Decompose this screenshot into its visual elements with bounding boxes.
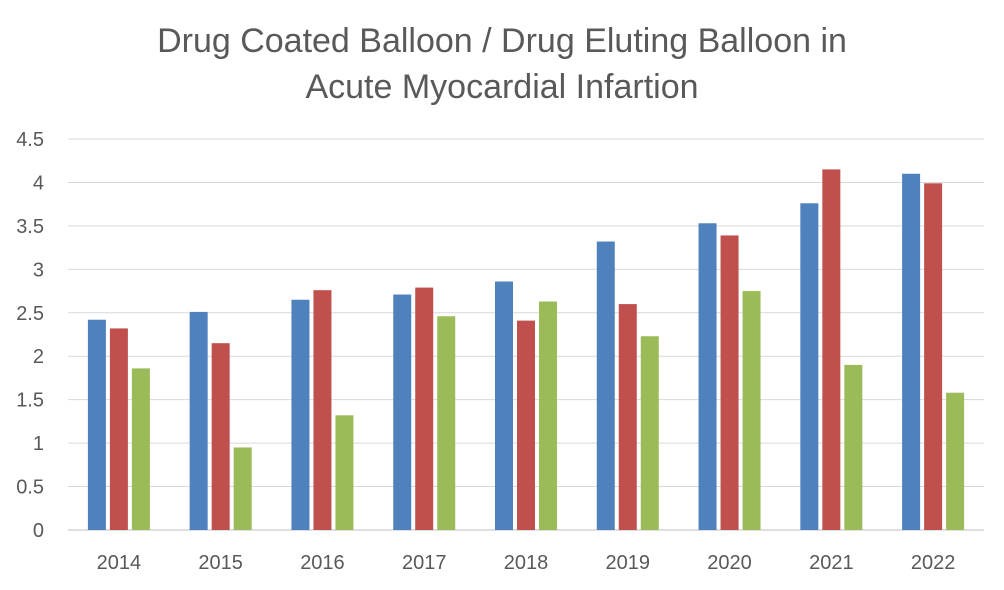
bar <box>720 235 739 531</box>
y-tick-label: 3.5 <box>16 216 44 238</box>
bar <box>618 304 637 530</box>
bar <box>415 287 434 530</box>
bar <box>539 301 557 530</box>
bar <box>924 183 943 530</box>
y-tick-label: 2.5 <box>16 303 44 325</box>
bar <box>800 203 819 530</box>
y-tick-label: 0.5 <box>16 477 44 499</box>
y-tick-label: 2 <box>33 346 44 368</box>
bar <box>902 173 921 530</box>
y-tick-label: 4.5 <box>16 129 44 151</box>
bar <box>437 316 456 530</box>
y-tick-label: 1.5 <box>16 390 44 412</box>
bar <box>393 294 412 530</box>
x-tick-label: 2019 <box>606 552 651 574</box>
chart-title-line-2: Acute Myocardial Infartion <box>305 68 699 106</box>
x-tick-label: 2017 <box>402 552 447 574</box>
bar <box>291 299 310 530</box>
bar <box>335 415 354 530</box>
bar <box>495 281 513 530</box>
bar <box>822 169 841 530</box>
x-tick-label: 2022 <box>911 552 956 574</box>
bar <box>946 392 965 530</box>
bar <box>596 241 615 531</box>
bar <box>844 364 863 530</box>
y-tick-label: 3 <box>33 259 44 281</box>
x-tick-label: 2015 <box>198 552 243 574</box>
x-tick-label: 2020 <box>707 552 752 574</box>
bar <box>517 320 535 530</box>
bar <box>211 343 230 530</box>
y-tick-label: 1 <box>33 433 44 455</box>
bar <box>698 223 717 530</box>
x-tick-label: 2021 <box>809 552 854 574</box>
chart-title: Drug Coated Balloon / Drug Eluting Ballo… <box>0 18 1004 110</box>
bar <box>87 319 106 530</box>
x-tick-label: 2014 <box>97 552 142 574</box>
bar <box>233 447 252 530</box>
y-tick-label: 0 <box>33 520 44 542</box>
bar <box>640 336 659 530</box>
bar <box>313 290 332 530</box>
bar <box>189 311 208 530</box>
x-tick-label: 2016 <box>300 552 345 574</box>
y-tick-label: 4 <box>33 172 44 194</box>
chart-title-line-1: Drug Coated Balloon / Drug Eluting Ballo… <box>157 22 847 60</box>
x-tick-label: 2018 <box>504 552 549 574</box>
bar <box>109 328 128 530</box>
bar <box>131 368 150 530</box>
bar <box>742 291 761 530</box>
